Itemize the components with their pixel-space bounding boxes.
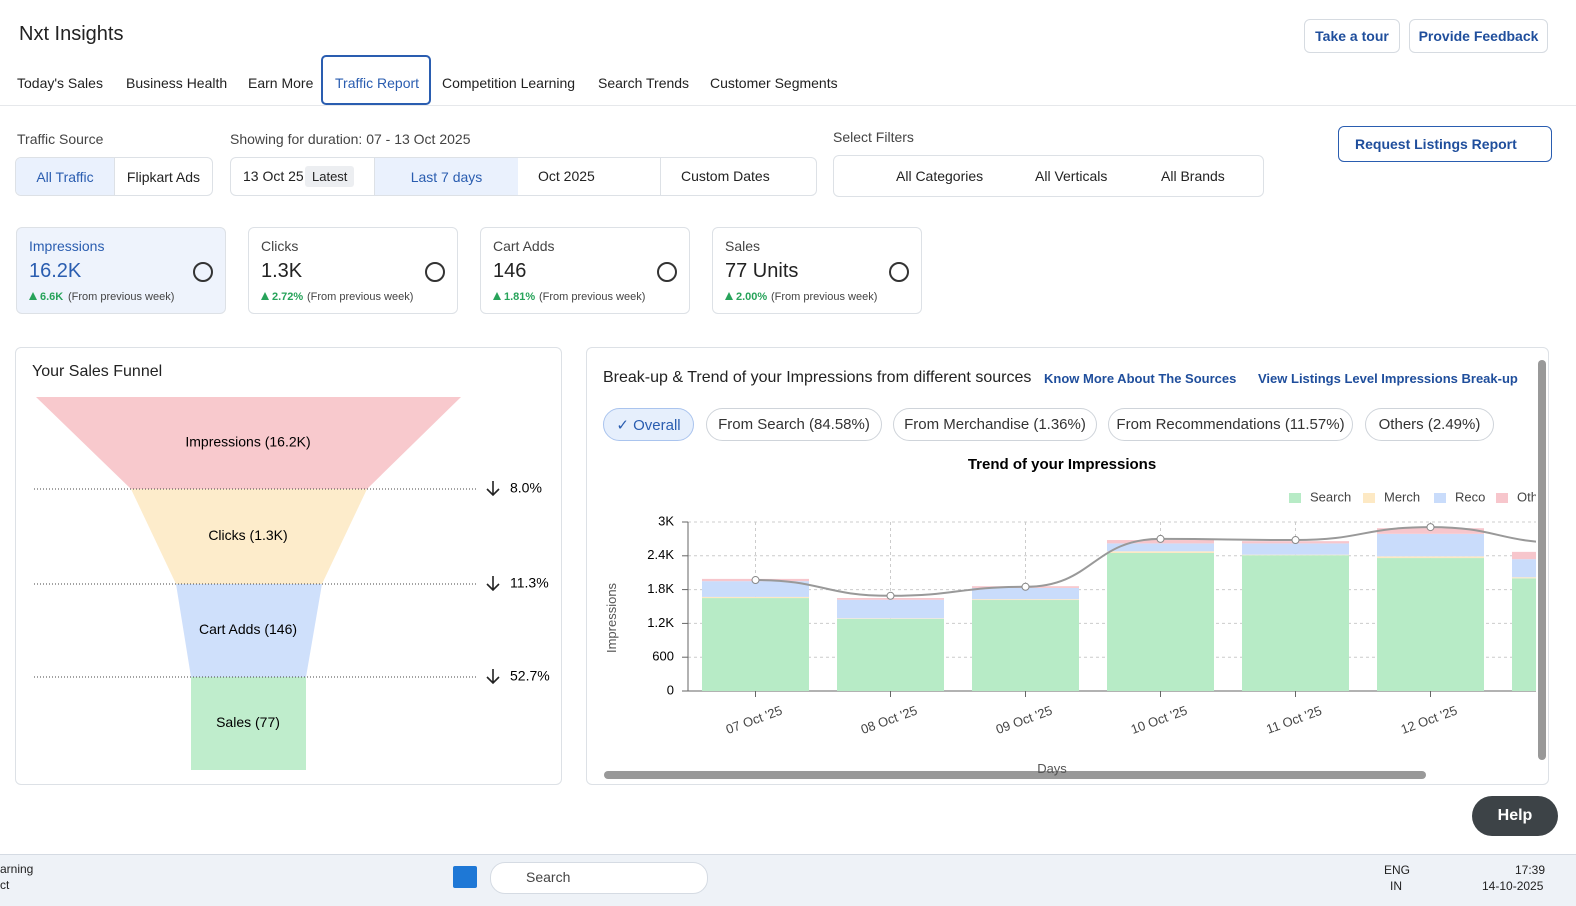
x-tick-label: 08 Oct '25 [859, 703, 919, 737]
x-axis-label: Days [1037, 761, 1067, 776]
scrollbar [1538, 360, 1546, 760]
bar-segment [702, 598, 809, 691]
search-box[interactable] [490, 862, 708, 894]
bar-segment [1377, 558, 1484, 691]
conversion-rate: 8.0% [510, 480, 542, 496]
x-tick-label: 11 Oct '25 [1264, 703, 1324, 737]
trend-point [1562, 539, 1569, 546]
bar-segment [1242, 555, 1349, 556]
trend-point [1427, 524, 1434, 531]
clock: 17:39 [1515, 863, 1545, 877]
x-tick-label: 09 Oct '25 [994, 703, 1054, 737]
plot: Search Merch Reco Oth [688, 489, 1576, 697]
trend-point [1292, 537, 1299, 544]
legend-swatch [1363, 493, 1375, 503]
down-arrow [487, 576, 499, 590]
trend-point [1157, 535, 1164, 542]
y-tick-label: 3K [658, 513, 674, 528]
x-tick-label: 07 Oct '25 [724, 703, 784, 737]
legend-swatch [1496, 493, 1508, 503]
bar-segment [1377, 556, 1484, 558]
taskbar [0, 854, 1576, 906]
taskbar-text: arning [0, 862, 33, 876]
bar-segment [1377, 534, 1484, 557]
y-tick-label: 1.2K [647, 615, 674, 630]
funnel-label: Sales (77) [216, 714, 280, 730]
legend-swatch [1289, 493, 1301, 503]
funnel-label: Clicks (1.3K) [208, 527, 287, 543]
x-tick-label: 12 Oct '25 [1399, 703, 1459, 737]
bar-segment [1242, 555, 1349, 691]
legend-label: Search [1310, 489, 1351, 504]
search-text: Search [526, 869, 570, 885]
trend-point [887, 592, 894, 599]
bar-segment [972, 599, 1079, 600]
bar-segment [1242, 543, 1349, 554]
bar-segment [972, 600, 1079, 691]
funnel-label: Cart Adds (146) [199, 621, 297, 637]
legend-label: Reco [1455, 489, 1485, 504]
y-tick-label: 600 [652, 649, 674, 664]
bar-segment [1107, 551, 1214, 553]
bar-segment [1107, 553, 1214, 691]
conversion-rate: 52.7% [510, 668, 550, 684]
chart-title: Trend of your Impressions [968, 456, 1156, 473]
conversion-rate: 11.3% [510, 575, 549, 591]
trend-point [1022, 583, 1029, 590]
legend-label: Oth [1517, 489, 1538, 504]
lang: IN [1390, 879, 1402, 893]
start-icon[interactable] [453, 866, 477, 888]
taskbar-text: ct [0, 878, 9, 892]
y-tick-label: 2.4K [647, 547, 674, 562]
scrollbar [604, 771, 1426, 779]
x-tick-label: 10 Oct '25 [1129, 703, 1189, 737]
down-arrow [487, 669, 499, 683]
y-tick-label: 0 [667, 682, 674, 697]
bar-segment [837, 618, 944, 619]
lang: ENG [1384, 863, 1410, 877]
funnel: Impressions (16.2K) Clicks (1.3K) Cart Add… [34, 397, 550, 770]
down-arrow [487, 481, 499, 495]
clock: 14-10-2025 [1482, 879, 1543, 893]
bar-segment [837, 619, 944, 691]
funnel-label: Impressions (16.2K) [185, 434, 310, 450]
legend-swatch [1434, 493, 1446, 503]
bar-segment [702, 597, 809, 598]
help-button[interactable]: Help [1472, 796, 1558, 836]
legend-label: Merch [1384, 489, 1420, 504]
trend-point [752, 577, 759, 584]
y-tick-label: 1.8K [647, 581, 674, 596]
bar-segment [837, 600, 944, 619]
y-axis-label: Impressions [604, 582, 619, 653]
